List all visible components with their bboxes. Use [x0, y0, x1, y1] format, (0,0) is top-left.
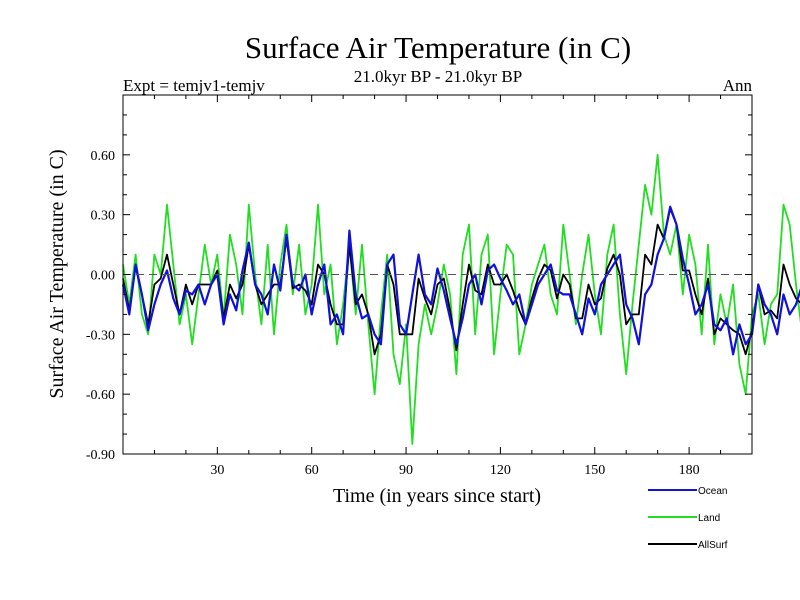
legend-label-land: Land — [698, 513, 720, 524]
experiment-label: Expt = temjv1-temjv — [123, 76, 265, 95]
y-tick-label: -0.90 — [86, 448, 115, 463]
x-tick-label: 180 — [679, 463, 700, 478]
axis-ticks: 30 60 90 120 150 180 -0.90 -0.60 -0.30 0.00 0.30 0.… — [86, 95, 752, 478]
y-tick-label: -0.60 — [86, 388, 115, 403]
series-line-ocean — [121, 205, 800, 356]
legend: Ocean Land AllSurf — [648, 486, 728, 551]
period-label: 21.0kyr BP - 21.0kyr BP — [354, 67, 522, 86]
x-tick-label: 30 — [210, 463, 224, 478]
x-axis-label: Time (in years since start) — [333, 485, 541, 507]
x-tick-label: 150 — [584, 463, 605, 478]
y-tick-label: 0.60 — [91, 149, 116, 164]
season-label: Ann — [723, 76, 753, 95]
y-tick-label: -0.30 — [86, 328, 115, 343]
x-tick-label: 90 — [399, 463, 413, 478]
series-line-land — [122, 153, 800, 445]
y-tick-label: 0.00 — [91, 269, 116, 284]
chart-title: Surface Air Temperature (in C) — [245, 30, 631, 65]
x-tick-label: 120 — [490, 463, 511, 478]
series-layer — [121, 153, 800, 445]
legend-label-ocean: Ocean — [698, 486, 727, 497]
legend-label-allsurf: AllSurf — [698, 540, 728, 551]
y-axis-label: Surface Air Temperature (in C) — [46, 149, 68, 398]
y-tick-label: 0.30 — [91, 209, 116, 224]
x-tick-label: 60 — [305, 463, 319, 478]
